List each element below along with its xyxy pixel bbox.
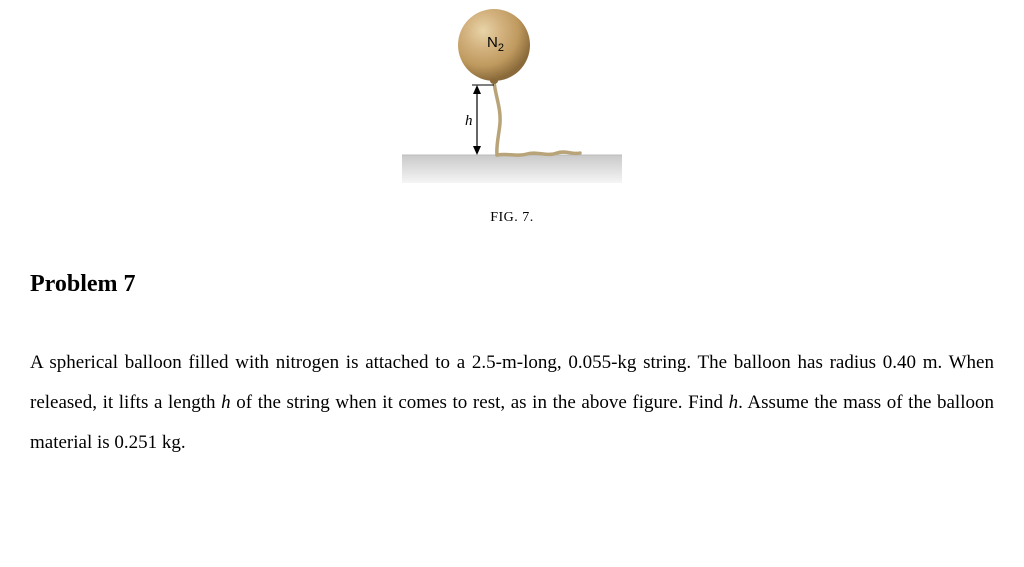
string-vertical: [494, 81, 500, 155]
text-part-2: of the string when it comes to rest, as …: [231, 392, 729, 413]
problem-body: A spherical balloon filled with nitrogen…: [0, 343, 1024, 463]
var-h-2: h: [729, 392, 739, 413]
balloon-figure-svg: N2 h: [382, 5, 642, 195]
height-label: h: [465, 113, 473, 129]
balloon-knot: [490, 78, 498, 84]
ground-rect: [402, 155, 622, 183]
var-h-1: h: [221, 392, 231, 413]
figure-caption: FIG. 7.: [0, 210, 1024, 226]
figure-area: N2 h FIG. 7.: [0, 0, 1024, 226]
height-arrow-top: [473, 85, 481, 94]
problem-heading: Problem 7: [0, 271, 1024, 298]
height-arrow-bottom: [473, 146, 481, 155]
